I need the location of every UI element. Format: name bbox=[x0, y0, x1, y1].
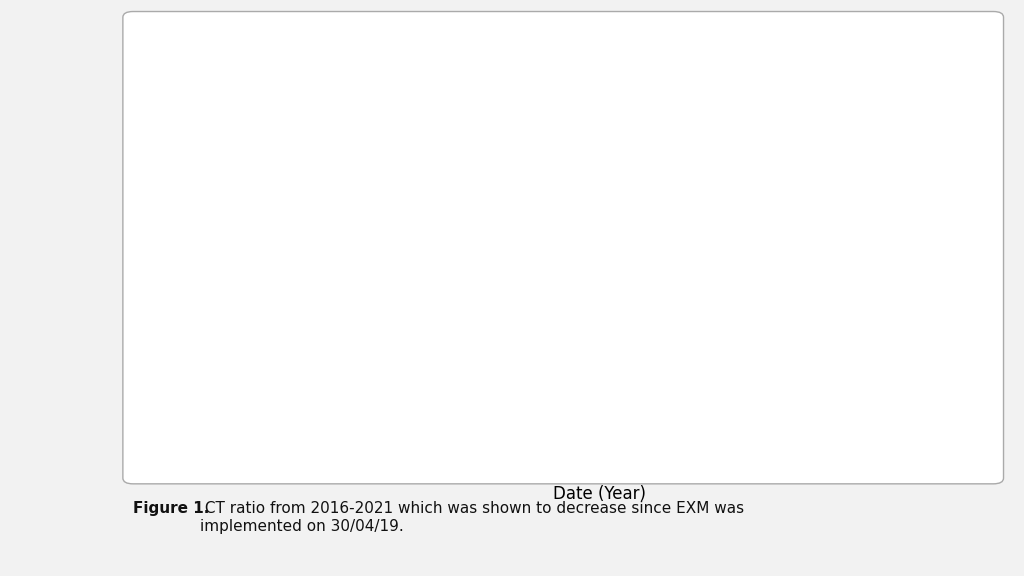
Text: CT ratio from 2016-2021 which was shown to decrease since EXM was
implemented on: CT ratio from 2016-2021 which was shown … bbox=[200, 501, 743, 533]
X-axis label: Date (Year): Date (Year) bbox=[553, 485, 645, 503]
Text: 1.32: 1.32 bbox=[631, 196, 664, 211]
Y-axis label: Corssmatch:Transfused Ratio: Corssmatch:Transfused Ratio bbox=[153, 171, 168, 393]
Text: 1.26: 1.26 bbox=[872, 207, 905, 222]
Title: CT Ratio Pre and Post Implementation of EXM
Introduced on 30/04/19: CT Ratio Pre and Post Implementation of … bbox=[378, 62, 820, 103]
Text: Figure 1.: Figure 1. bbox=[133, 501, 210, 516]
Text: 1.20: 1.20 bbox=[752, 218, 784, 233]
Text: 1.66: 1.66 bbox=[269, 137, 302, 151]
Text: 1.54: 1.54 bbox=[390, 158, 422, 173]
Text: 1.66: 1.66 bbox=[510, 137, 543, 151]
